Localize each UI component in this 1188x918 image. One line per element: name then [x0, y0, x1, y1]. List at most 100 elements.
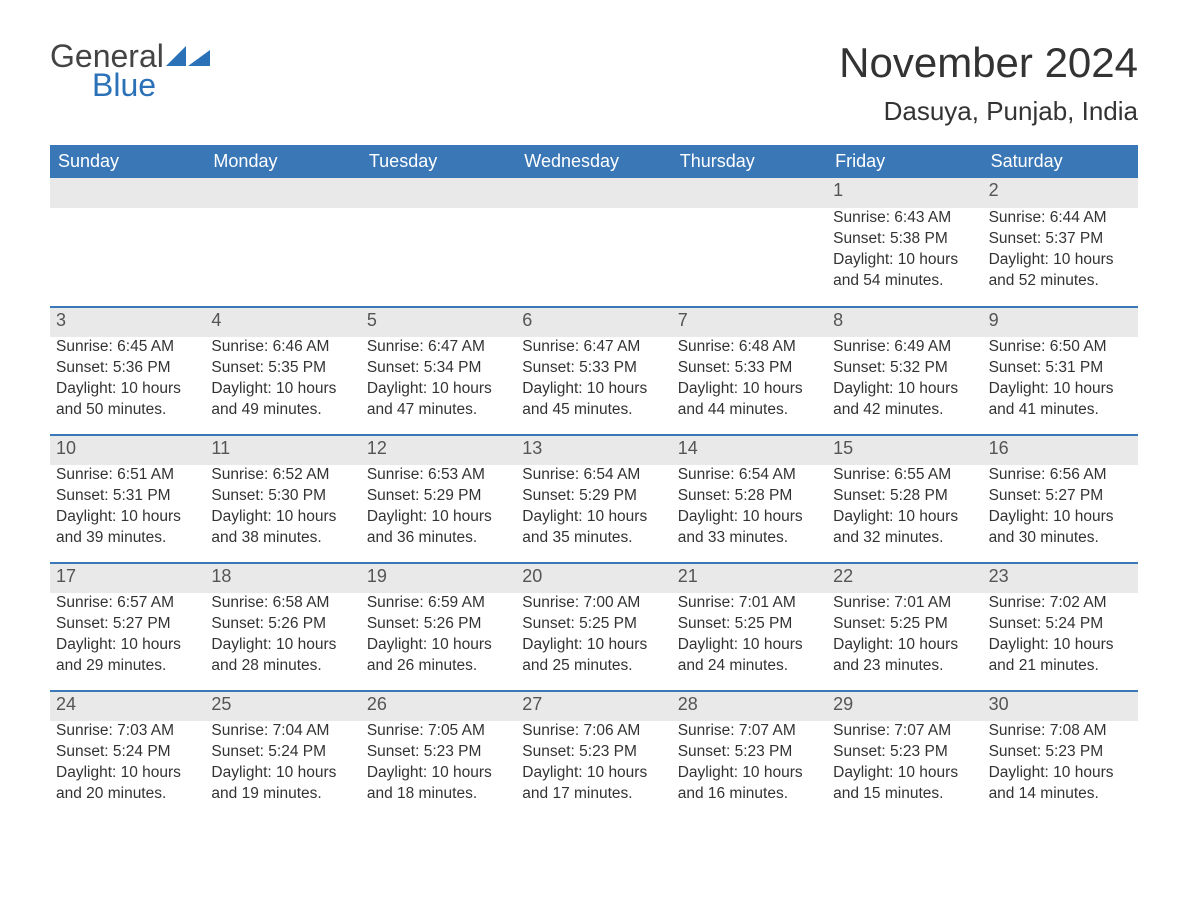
day-cell: Sunrise: 7:02 AMSunset: 5:24 PMDaylight:…	[983, 593, 1138, 690]
weekday-tuesday: Tuesday	[361, 145, 516, 178]
sunrise-line: Sunrise: 6:59 AM	[367, 593, 510, 614]
sunset-line: Sunset: 5:25 PM	[833, 614, 976, 635]
sunrise-line: Sunrise: 6:58 AM	[211, 593, 354, 614]
calendar-grid: Sunday Monday Tuesday Wednesday Thursday…	[50, 145, 1138, 818]
sunrise-line: Sunrise: 7:07 AM	[678, 721, 821, 742]
daylight-line-2: and 50 minutes.	[56, 400, 199, 421]
day-number-band: 10111213141516	[50, 436, 1138, 465]
sunrise-line: Sunrise: 7:01 AM	[833, 593, 976, 614]
daylight-line-2: and 39 minutes.	[56, 528, 199, 549]
day-cell: Sunrise: 7:00 AMSunset: 5:25 PMDaylight:…	[516, 593, 671, 690]
sunset-line: Sunset: 5:33 PM	[522, 358, 665, 379]
sunrise-line: Sunrise: 7:05 AM	[367, 721, 510, 742]
sunset-line: Sunset: 5:33 PM	[678, 358, 821, 379]
daylight-line-2: and 18 minutes.	[367, 784, 510, 805]
day-number	[205, 178, 360, 208]
sunrise-line: Sunrise: 6:47 AM	[367, 337, 510, 358]
daylight-line-1: Daylight: 10 hours	[678, 763, 821, 784]
day-number: 4	[205, 308, 360, 337]
daylight-line-2: and 36 minutes.	[367, 528, 510, 549]
sunrise-line: Sunrise: 6:44 AM	[989, 208, 1132, 229]
sunset-line: Sunset: 5:25 PM	[522, 614, 665, 635]
day-number-band: 17181920212223	[50, 564, 1138, 593]
day-details-row: Sunrise: 6:43 AMSunset: 5:38 PMDaylight:…	[50, 208, 1138, 306]
day-cell: Sunrise: 6:48 AMSunset: 5:33 PMDaylight:…	[672, 337, 827, 434]
title-block: November 2024 Dasuya, Punjab, India	[839, 40, 1138, 127]
daylight-line-1: Daylight: 10 hours	[367, 507, 510, 528]
month-title: November 2024	[839, 40, 1138, 86]
sunset-line: Sunset: 5:30 PM	[211, 486, 354, 507]
sunrise-line: Sunrise: 6:56 AM	[989, 465, 1132, 486]
sunset-line: Sunset: 5:28 PM	[678, 486, 821, 507]
day-number-band: 24252627282930	[50, 692, 1138, 721]
daylight-line-1: Daylight: 10 hours	[367, 763, 510, 784]
day-number: 14	[672, 436, 827, 465]
daylight-line-1: Daylight: 10 hours	[989, 635, 1132, 656]
daylight-line-2: and 25 minutes.	[522, 656, 665, 677]
day-number	[516, 178, 671, 208]
day-number: 6	[516, 308, 671, 337]
sunset-line: Sunset: 5:24 PM	[211, 742, 354, 763]
sunrise-line: Sunrise: 6:54 AM	[522, 465, 665, 486]
sunrise-line: Sunrise: 6:43 AM	[833, 208, 976, 229]
daylight-line-1: Daylight: 10 hours	[522, 379, 665, 400]
day-number: 28	[672, 692, 827, 721]
sunrise-line: Sunrise: 7:01 AM	[678, 593, 821, 614]
day-details-row: Sunrise: 7:03 AMSunset: 5:24 PMDaylight:…	[50, 721, 1138, 818]
daylight-line-1: Daylight: 10 hours	[989, 379, 1132, 400]
day-number: 17	[50, 564, 205, 593]
day-number	[361, 178, 516, 208]
sunset-line: Sunset: 5:23 PM	[989, 742, 1132, 763]
sunset-line: Sunset: 5:36 PM	[56, 358, 199, 379]
day-cell: Sunrise: 6:55 AMSunset: 5:28 PMDaylight:…	[827, 465, 982, 562]
sunrise-line: Sunrise: 6:55 AM	[833, 465, 976, 486]
daylight-line-1: Daylight: 10 hours	[678, 507, 821, 528]
sunrise-line: Sunrise: 6:46 AM	[211, 337, 354, 358]
day-cell: Sunrise: 7:01 AMSunset: 5:25 PMDaylight:…	[672, 593, 827, 690]
day-cell: Sunrise: 7:08 AMSunset: 5:23 PMDaylight:…	[983, 721, 1138, 818]
daylight-line-2: and 35 minutes.	[522, 528, 665, 549]
sunset-line: Sunset: 5:23 PM	[522, 742, 665, 763]
sunset-line: Sunset: 5:24 PM	[56, 742, 199, 763]
daylight-line-2: and 19 minutes.	[211, 784, 354, 805]
daylight-line-2: and 42 minutes.	[833, 400, 976, 421]
day-number: 21	[672, 564, 827, 593]
day-cell: Sunrise: 6:53 AMSunset: 5:29 PMDaylight:…	[361, 465, 516, 562]
daylight-line-1: Daylight: 10 hours	[989, 250, 1132, 271]
day-number: 19	[361, 564, 516, 593]
daylight-line-2: and 23 minutes.	[833, 656, 976, 677]
weeks-container: 12Sunrise: 6:43 AMSunset: 5:38 PMDayligh…	[50, 178, 1138, 818]
day-number: 20	[516, 564, 671, 593]
location-label: Dasuya, Punjab, India	[839, 96, 1138, 127]
sunrise-line: Sunrise: 6:49 AM	[833, 337, 976, 358]
daylight-line-1: Daylight: 10 hours	[211, 635, 354, 656]
daylight-line-1: Daylight: 10 hours	[211, 507, 354, 528]
daylight-line-2: and 38 minutes.	[211, 528, 354, 549]
day-cell	[361, 208, 516, 306]
daylight-line-2: and 33 minutes.	[678, 528, 821, 549]
sunset-line: Sunset: 5:24 PM	[989, 614, 1132, 635]
day-number: 27	[516, 692, 671, 721]
sunset-line: Sunset: 5:23 PM	[678, 742, 821, 763]
sunset-line: Sunset: 5:31 PM	[56, 486, 199, 507]
sunset-line: Sunset: 5:23 PM	[833, 742, 976, 763]
daylight-line-2: and 26 minutes.	[367, 656, 510, 677]
weekday-wednesday: Wednesday	[516, 145, 671, 178]
sunrise-line: Sunrise: 6:57 AM	[56, 593, 199, 614]
sunrise-line: Sunrise: 7:02 AM	[989, 593, 1132, 614]
day-cell: Sunrise: 6:58 AMSunset: 5:26 PMDaylight:…	[205, 593, 360, 690]
sunrise-line: Sunrise: 7:06 AM	[522, 721, 665, 742]
day-cell: Sunrise: 7:07 AMSunset: 5:23 PMDaylight:…	[672, 721, 827, 818]
day-cell: Sunrise: 7:03 AMSunset: 5:24 PMDaylight:…	[50, 721, 205, 818]
day-number: 24	[50, 692, 205, 721]
day-cell: Sunrise: 6:51 AMSunset: 5:31 PMDaylight:…	[50, 465, 205, 562]
sunset-line: Sunset: 5:27 PM	[989, 486, 1132, 507]
daylight-line-1: Daylight: 10 hours	[678, 635, 821, 656]
day-number: 30	[983, 692, 1138, 721]
sunrise-line: Sunrise: 6:53 AM	[367, 465, 510, 486]
day-number: 3	[50, 308, 205, 337]
daylight-line-2: and 54 minutes.	[833, 271, 976, 292]
daylight-line-1: Daylight: 10 hours	[833, 763, 976, 784]
day-cell: Sunrise: 6:52 AMSunset: 5:30 PMDaylight:…	[205, 465, 360, 562]
logo-word-blue: Blue	[92, 69, 212, 101]
